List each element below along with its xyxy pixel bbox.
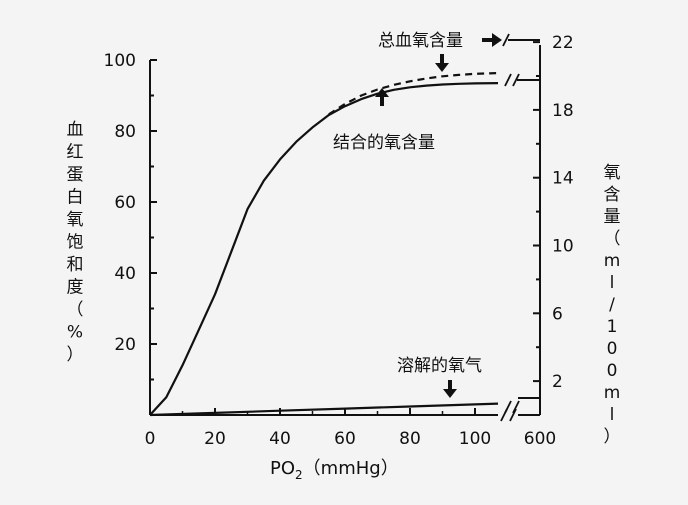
continuation-lines — [508, 39, 540, 399]
y-tick-label-left: 40 — [114, 264, 136, 284]
y-ticks-left: 20 40 60 80 100 — [104, 51, 157, 381]
y-tick-label-right: 6 — [552, 304, 563, 324]
y-axis-title-left-char: （ — [67, 300, 84, 320]
y-axis-title-right-char: l — [610, 405, 615, 425]
arrow-right-icon — [482, 33, 502, 47]
x-tick-label: 60 — [334, 429, 356, 449]
x-tick-label: 20 — [204, 429, 226, 449]
x-tick-label: 600 — [524, 429, 556, 449]
arrow-up-icon — [375, 88, 389, 106]
y-tick-label-left: 60 — [114, 193, 136, 213]
y-tick-label-right: 18 — [552, 101, 574, 121]
x-tick-label: 40 — [269, 429, 291, 449]
arrow-down-icon — [435, 54, 449, 72]
y-tick-label-right: 2 — [552, 372, 563, 392]
x-tick-label: 80 — [399, 429, 421, 449]
y-tick-label-left: 80 — [114, 122, 136, 142]
y-axis-title-left-char: 血 — [67, 120, 84, 140]
x-axis-title: PO2（mmHg） — [270, 458, 399, 482]
curve-break-mark-b — [512, 73, 520, 87]
y-axis-title-right-char: m — [604, 251, 621, 271]
x-tick-label: 100 — [459, 429, 491, 449]
y-tick-label-left: 100 — [104, 51, 136, 71]
y-axis-title-right-char: （ — [604, 229, 621, 249]
series-line-1 — [328, 72, 499, 116]
annotation-total-o2: 总血氧含量 — [378, 31, 502, 72]
annotation-dissolved-o2: 溶解的氧气 — [397, 356, 482, 398]
y-axis-title-left-char: 度 — [67, 278, 84, 298]
y-axis-title-right-char: 量 — [604, 207, 621, 227]
axis-break-marks — [500, 33, 520, 422]
y-axis-title-left-char: ） — [67, 345, 84, 365]
y-axis-title-left-char: 红 — [67, 143, 84, 163]
y-tick-label-left: 20 — [114, 335, 136, 355]
y-axis-title-left-char: 蛋 — [67, 165, 84, 185]
y-axis-title-right-char: m — [604, 383, 621, 403]
y-axis-title-left-char: 白 — [67, 188, 84, 208]
annotation-dissolved-o2-label: 溶解的氧气 — [397, 356, 482, 376]
annotation-bound-o2: 结合的氧含量 — [333, 88, 435, 153]
y-axis-title-right-char: 1 — [607, 317, 618, 337]
annotation-total-o2-label: 总血氧含量 — [378, 31, 463, 51]
y-axis-title-right-char: 0 — [607, 339, 618, 359]
curve-break-mark-c — [502, 33, 510, 47]
y-axis-title-left-char: 氧 — [67, 210, 84, 230]
y-tick-label-right: 10 — [552, 237, 574, 257]
arrow-down-icon — [443, 380, 457, 398]
y-axis-title-right-char: / — [609, 295, 615, 315]
curve-break-mark-a — [504, 73, 512, 87]
series-line-2 — [149, 402, 499, 417]
y-axis-title-left-char: 饱 — [67, 233, 84, 253]
y-ticks-right: 2 6 10 14 18 22 — [533, 33, 574, 416]
series-layer — [149, 72, 499, 417]
y-axis-title-left-char: % — [67, 323, 83, 343]
annotation-bound-o2-label: 结合的氧含量 — [333, 133, 435, 153]
y-axis-title-right-char: ） — [604, 427, 621, 447]
y-axis-title-right-char: 含 — [604, 185, 621, 205]
dissolved-break-mark-a — [504, 400, 512, 414]
y-axis-title-right-char: l — [610, 273, 615, 293]
series-line-0 — [149, 82, 499, 416]
dissolved-break-mark-b — [512, 400, 520, 414]
y-axis-title-right-char: 0 — [607, 361, 618, 381]
y-tick-label-right: 22 — [552, 33, 574, 53]
y-axis-title-right-char: 氧 — [604, 163, 621, 183]
y-axis-title-left-char: 和 — [67, 255, 84, 275]
y-tick-label-right: 14 — [552, 169, 574, 189]
x-tick-label: 0 — [145, 429, 156, 449]
